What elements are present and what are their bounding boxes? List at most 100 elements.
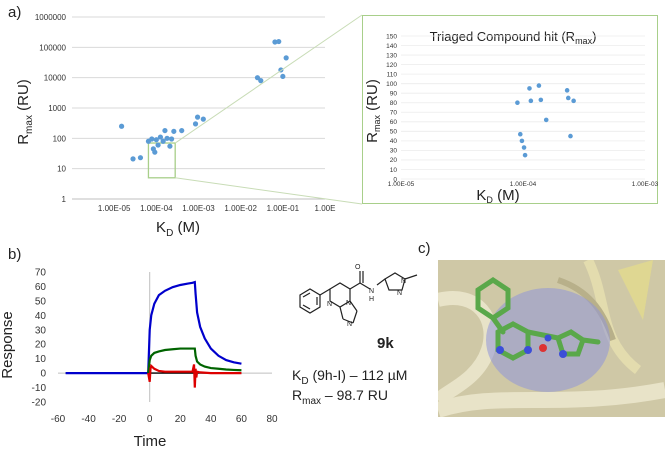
main-chart-point: [153, 137, 159, 143]
main-chart-point: [192, 121, 199, 127]
inset-chart-point: [536, 83, 542, 88]
main-chart-y-tick-label: 1000: [48, 104, 66, 113]
inset-chart-points: [515, 83, 576, 158]
main-chart-x-tick-label: 1.00E: [315, 204, 336, 213]
inset-chart-x-axis-label: KD (M): [476, 187, 519, 205]
main-chart-x-tick-label: 1.00E-04: [140, 204, 173, 213]
main-chart-point: [137, 155, 144, 161]
zoom-connector-bottom: [175, 177, 363, 205]
inset-chart-point: [568, 133, 573, 139]
main-chart-point: [155, 142, 161, 148]
main-chart-x-tick-label: 1.00E-03: [182, 204, 215, 213]
inset-chart-frame: Triaged Compound hit (Rmax) 0 10 20 30 40 50 6…: [362, 15, 659, 205]
inset-chart-point: [565, 95, 571, 101]
inset-chart-point: [517, 131, 523, 137]
svg-text:O: O: [355, 264, 361, 271]
sensorgram-y-tick-label: 60: [35, 282, 47, 293]
main-chart-y-tick-label: 10: [57, 165, 66, 174]
main-chart-points: [118, 38, 289, 162]
inset-chart-y-tick-label: 70: [390, 110, 398, 117]
main-chart-point: [164, 135, 170, 141]
sensorgram-y-tick-label: -10: [32, 383, 47, 394]
sensorgram-y-tick-label: 20: [35, 340, 47, 351]
sensorgram-y-tick-label: 30: [35, 325, 47, 336]
inset-chart-y-tick-label: 140: [386, 43, 397, 50]
inset-chart-point: [522, 152, 528, 158]
sensorgram-y-tick-label: -20: [32, 398, 47, 409]
main-chart-point: [167, 143, 173, 149]
inset-chart: Triaged Compound hit (Rmax) 0 10 20 30 40 50 6…: [364, 29, 659, 205]
sensorgram-y-tick-label: 40: [35, 311, 47, 322]
main-chart-y-tick-label: 1: [62, 195, 67, 204]
main-chart-point: [162, 127, 168, 134]
inset-chart-x-tick-label: 1.00E-03: [632, 181, 659, 188]
main-chart-point: [152, 149, 158, 155]
main-chart-point: [283, 55, 289, 61]
main-chart-point: [258, 78, 264, 84]
main-chart-point: [280, 73, 286, 80]
main-chart-point: [157, 134, 164, 140]
svg-text:N: N: [369, 288, 374, 295]
inset-chart-point: [571, 98, 576, 104]
inset-chart-y-axis-label: Rmax (RU): [364, 79, 382, 143]
svg-text:N: N: [327, 301, 332, 308]
inset-chart-y-tick-label: 10: [390, 167, 398, 174]
svg-text:N: N: [347, 321, 352, 328]
sensorgram-x-axis-label: Time: [134, 433, 167, 450]
sensorgram-x-tick-label: 80: [266, 414, 278, 425]
inset-chart-y-tick-label: 90: [390, 91, 398, 98]
main-chart-point: [200, 116, 206, 122]
inset-chart-y-tick-label: 110: [387, 71, 398, 78]
main-chart-point: [171, 128, 177, 134]
sensorgram-series: [65, 280, 242, 388]
panel-label-a: a): [8, 4, 22, 21]
inset-chart-point: [519, 138, 525, 144]
inset-chart-y-tick-label: 20: [390, 157, 398, 164]
sensorgram-trace-blue: [65, 280, 242, 375]
sensorgram-y-tick-label: 10: [35, 354, 47, 365]
sensorgram-y-tick-label: 50: [35, 296, 47, 307]
sensorgram-x-tick-label: 40: [205, 414, 217, 425]
main-chart-y-tick-label: 100: [53, 134, 67, 143]
compound-structure-drawing: N NO NH NNN: [299, 264, 418, 328]
inset-chart-point: [564, 88, 570, 93]
sensorgram-x-tick-label: 0: [147, 414, 153, 425]
main-chart-y-ticks: 1 10 100 1000 10000 100000 1000000: [35, 13, 67, 204]
zoom-connector-lines: [174, 14, 363, 205]
inset-chart-x-ticks: 1.00E-05 1.00E-04 1.00E-03: [388, 181, 659, 188]
main-chart-y-tick-label: 10000: [44, 74, 67, 83]
inset-chart-y-tick-label: 100: [386, 81, 397, 88]
sensorgram-x-tick-label: -60: [51, 414, 66, 425]
inset-chart-y-tick-label: 30: [390, 148, 398, 155]
main-chart-x-tick-label: 1.00E-01: [267, 204, 300, 213]
main-chart-point: [272, 39, 278, 45]
compound-name: 9k: [377, 335, 394, 352]
inset-chart-y-tick-label: 120: [386, 62, 397, 69]
svg-text:H: H: [369, 296, 374, 303]
main-chart-x-tick-label: 1.00E-02: [224, 204, 257, 213]
main-chart-x-ticks: 1.00E-05 1.00E-04 1.00E-03 1.00E-02 1.00E-01…: [98, 204, 336, 213]
inset-chart-x-tick-label: 1.00E-04: [510, 181, 537, 188]
sensorgram-y-axis-label: Response: [0, 311, 16, 379]
svg-text:N: N: [346, 300, 351, 307]
main-chart-point: [118, 123, 125, 129]
inset-chart-y-ticks: 0 10 20 30 40 50 60 70 80 90 100 110 120 130 140 150: [386, 33, 397, 183]
inset-chart-y-tick-label: 60: [390, 119, 398, 126]
inset-chart-grid: [401, 35, 645, 180]
main-chart-point: [130, 156, 136, 162]
inset-chart-point: [521, 145, 527, 150]
sensorgram-x-tick-label: 20: [175, 414, 187, 425]
crystal-structure-drawing: [438, 260, 665, 417]
main-chart-point: [179, 127, 185, 134]
panel-label-c: c): [418, 240, 431, 257]
svg-text:N: N: [401, 278, 406, 285]
inset-chart-point: [515, 100, 520, 106]
inset-chart-y-tick-label: 130: [386, 52, 397, 59]
sensorgram-x-tick-label: 60: [236, 414, 248, 425]
crystal-structure-image: [438, 260, 665, 417]
main-chart-point: [194, 114, 201, 120]
inset-chart-y-tick-label: 0: [393, 176, 397, 183]
main-chart-point: [254, 75, 261, 81]
panel-label-b: b): [8, 246, 22, 263]
